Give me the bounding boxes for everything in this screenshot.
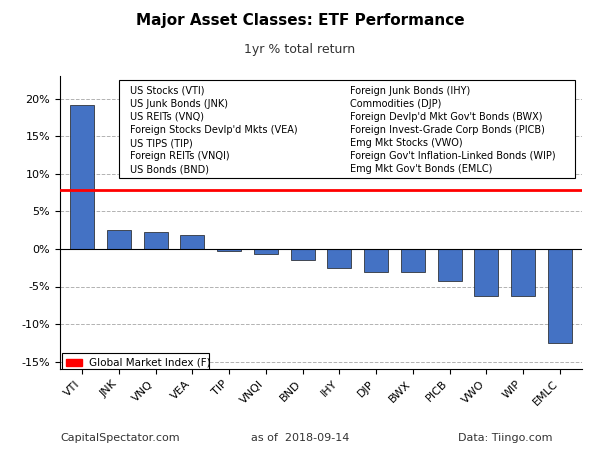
Text: Commodities (DJP): Commodities (DJP)	[350, 99, 442, 108]
Text: Emg Mkt Gov't Bonds (EMLC): Emg Mkt Gov't Bonds (EMLC)	[350, 164, 493, 174]
Text: Major Asset Classes: ETF Performance: Major Asset Classes: ETF Performance	[136, 14, 464, 28]
Bar	[511, 249, 535, 296]
Bar	[217, 249, 241, 251]
Text: Data: Tiingo.com: Data: Tiingo.com	[458, 433, 552, 443]
Text: Foreign Junk Bonds (IHY): Foreign Junk Bonds (IHY)	[350, 86, 470, 95]
Bar	[181, 235, 204, 249]
Text: CapitalSpectator.com: CapitalSpectator.com	[60, 433, 179, 443]
Text: Global Market Index (F): Global Market Index (F)	[89, 357, 211, 367]
Text: Emg Mkt Stocks (VWO): Emg Mkt Stocks (VWO)	[350, 138, 463, 148]
Bar	[143, 232, 167, 249]
Bar	[290, 249, 314, 260]
Text: Foreign Devlp'd Mkt Gov't Bonds (BWX): Foreign Devlp'd Mkt Gov't Bonds (BWX)	[350, 112, 543, 122]
Text: Foreign Invest-Grade Corp Bonds (PICB): Foreign Invest-Grade Corp Bonds (PICB)	[350, 125, 545, 135]
FancyBboxPatch shape	[62, 352, 209, 369]
Bar	[548, 249, 572, 343]
Text: US Stocks (VTI): US Stocks (VTI)	[130, 86, 205, 95]
Text: 1yr % total return: 1yr % total return	[244, 43, 356, 56]
Bar	[364, 249, 388, 271]
Bar	[107, 230, 131, 249]
Bar	[328, 249, 352, 268]
Text: Foreign REITs (VNQI): Foreign REITs (VNQI)	[130, 151, 229, 161]
Text: Foreign Gov't Inflation-Linked Bonds (WIP): Foreign Gov't Inflation-Linked Bonds (WI…	[350, 151, 556, 161]
Text: US Bonds (BND): US Bonds (BND)	[130, 164, 209, 174]
Text: US REITs (VNQ): US REITs (VNQ)	[130, 112, 204, 122]
Text: Foreign Stocks Devlp'd Mkts (VEA): Foreign Stocks Devlp'd Mkts (VEA)	[130, 125, 298, 135]
Text: as of  2018-09-14: as of 2018-09-14	[251, 433, 349, 443]
FancyBboxPatch shape	[119, 80, 575, 178]
Bar	[401, 249, 425, 271]
Text: US Junk Bonds (JNK): US Junk Bonds (JNK)	[130, 99, 228, 108]
Bar	[475, 249, 499, 296]
Text: US TIPS (TIP): US TIPS (TIP)	[130, 138, 193, 148]
Bar	[70, 105, 94, 249]
Bar	[65, 359, 82, 366]
Bar	[438, 249, 461, 280]
Bar	[254, 249, 278, 254]
